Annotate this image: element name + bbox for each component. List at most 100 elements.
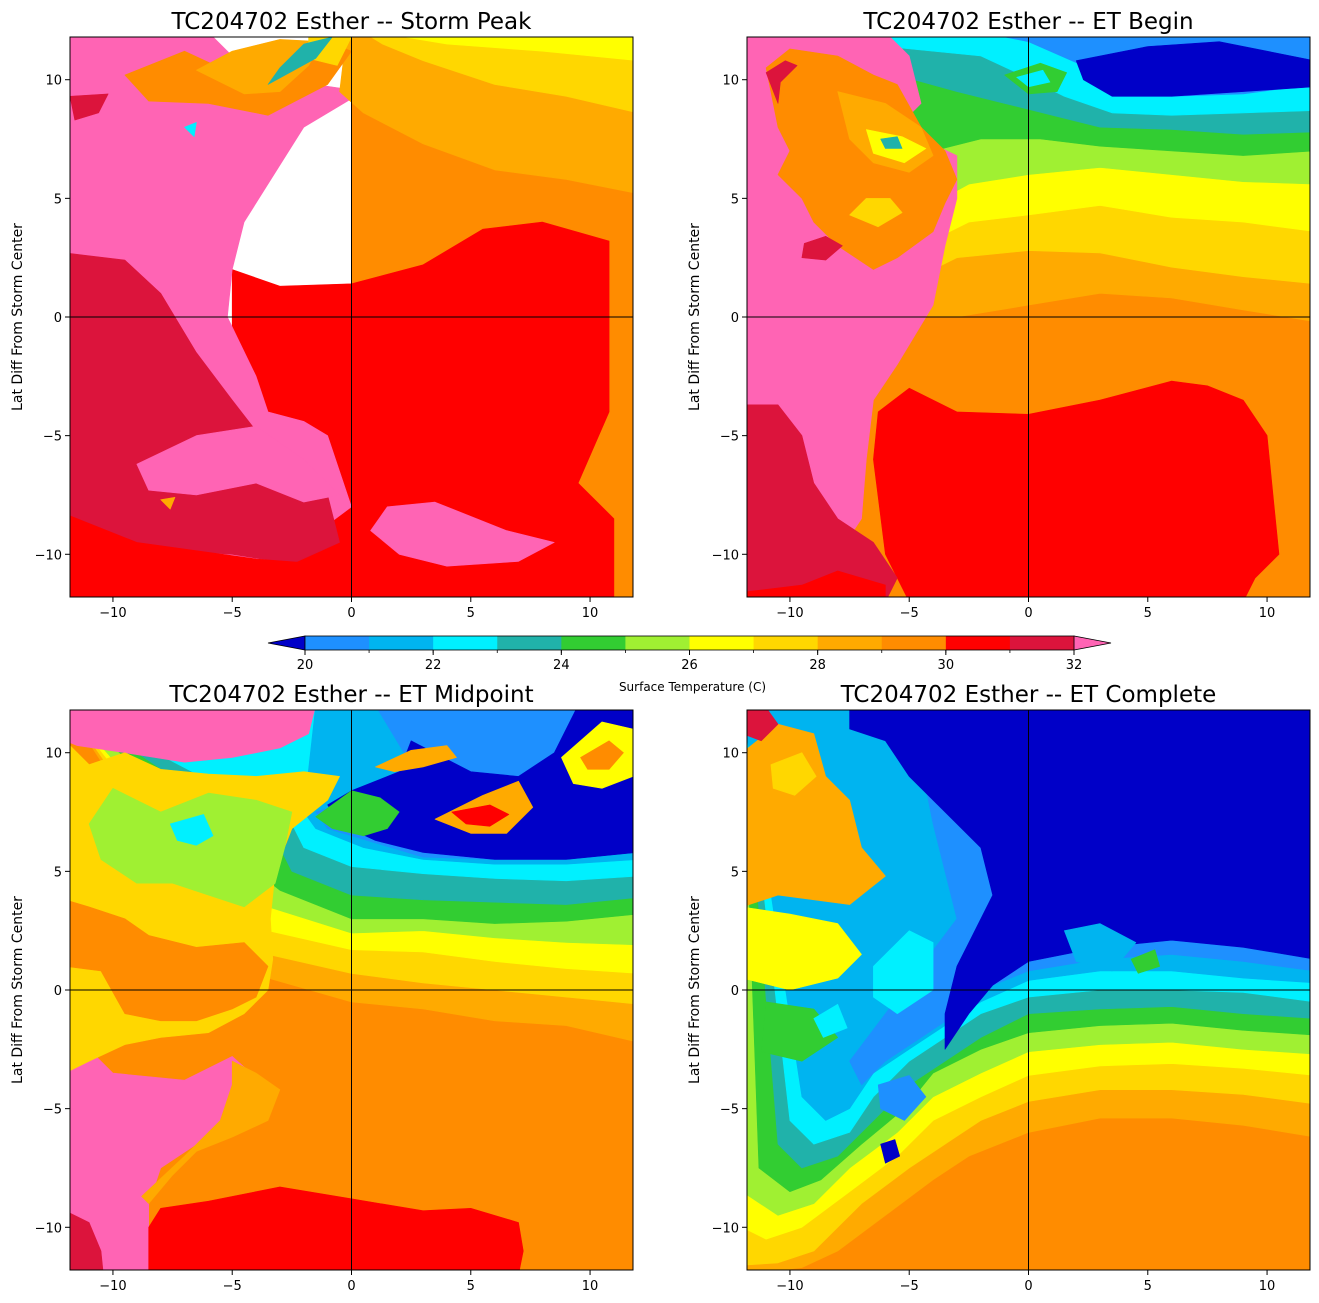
contour-region (747, 404, 898, 597)
colorbar-segment (753, 636, 819, 650)
contour-region (370, 501, 555, 567)
y-tick-label: 0 (54, 311, 62, 326)
x-tick-label: −5 (900, 606, 919, 621)
colorbar-segment (945, 636, 1011, 650)
contour-region (765, 48, 958, 270)
y-tick-label: −5 (720, 430, 739, 445)
x-tick-label: 5 (467, 1279, 475, 1294)
colorbar-segment (369, 636, 434, 650)
colorbar-tick-label: 26 (681, 658, 698, 673)
panel-title: TC204702 Esther -- ET Complete (840, 682, 1217, 708)
y-axis-label: Lat Diff From Storm Center (687, 223, 703, 411)
contour-region (315, 790, 400, 837)
y-tick-label: 5 (731, 192, 739, 207)
colorbar-over-arrow (1073, 635, 1112, 651)
contour-region (1016, 69, 1051, 88)
contour-region (169, 814, 214, 846)
x-tick-label: 5 (467, 606, 475, 621)
contour-region (327, 710, 633, 860)
contour-region (1075, 41, 1310, 97)
y-tick-label: −10 (712, 548, 739, 563)
x-tick-label: −5 (900, 1279, 919, 1294)
contour-region (267, 37, 333, 85)
colorbar-tick-label: 30 (938, 658, 955, 673)
colorbar-tick-label: 28 (809, 658, 826, 673)
contour-region (880, 136, 903, 149)
y-tick-label: −10 (35, 1221, 62, 1236)
contour-region (770, 752, 817, 796)
contour-region (801, 236, 843, 261)
contour-region (148, 1186, 524, 1270)
panel-title: TC204702 Esther -- Storm Peak (171, 9, 533, 35)
contour-region (877, 1075, 927, 1121)
colorbar-segment (625, 636, 690, 650)
y-tick-label: 5 (54, 865, 62, 880)
colorbar-segment (305, 636, 370, 650)
contour-region (141, 1060, 281, 1204)
contour-region (70, 900, 269, 1022)
y-axis-label: Lat Diff From Storm Center (687, 896, 703, 1084)
contour-region (160, 496, 176, 510)
y-tick-label: −5 (43, 430, 62, 445)
contour-region (136, 425, 340, 503)
contour-region (747, 570, 886, 597)
x-tick-label: 0 (347, 606, 355, 621)
colorbar: 20 22 24 26 28 30 32 Surface Temperature (C) (267, 635, 1112, 694)
contour-region (880, 1139, 901, 1164)
y-tick-label: 0 (54, 984, 62, 999)
x-tick-label: 10 (1259, 606, 1276, 621)
contour-region (402, 37, 633, 61)
contour-region (765, 60, 798, 104)
x-tick-label: −10 (776, 606, 803, 621)
x-tick-label: −5 (223, 606, 242, 621)
contour-region (1130, 949, 1160, 974)
contour-region (747, 907, 862, 991)
y-tick-label: −10 (35, 548, 62, 563)
colorbar-segment (881, 636, 947, 650)
x-tick-label: 10 (1259, 1279, 1276, 1294)
y-tick-label: 10 (45, 74, 62, 89)
y-tick-label: 5 (731, 865, 739, 880)
colorbar-segment (689, 636, 755, 650)
y-tick-label: 0 (731, 311, 739, 326)
x-tick-label: 0 (1024, 606, 1032, 621)
panel-2-field (747, 37, 1310, 597)
contour-region (375, 745, 457, 773)
x-tick-label: −10 (99, 1279, 126, 1294)
x-tick-label: 0 (1024, 1279, 1032, 1294)
colorbar-tick-label: 22 (425, 658, 442, 673)
contour-region (849, 198, 903, 228)
colorbar-segment (1009, 636, 1075, 650)
x-tick-label: 5 (1144, 1279, 1152, 1294)
colorbar-tick-label: 20 (297, 658, 314, 673)
contour-region (70, 710, 315, 763)
contour-region (88, 787, 293, 908)
colorbar-segment (497, 636, 562, 650)
y-tick-label: 0 (731, 984, 739, 999)
colorbar-segment (561, 636, 626, 650)
contour-region (451, 804, 510, 827)
x-tick-label: 5 (1144, 606, 1152, 621)
colorbar-tick-label: 24 (553, 658, 570, 673)
contour-region (580, 740, 624, 770)
y-tick-label: 10 (45, 747, 62, 762)
contour-region (184, 122, 197, 137)
y-tick-label: −5 (43, 1103, 62, 1118)
panel-title: TC204702 Esther -- ET Begin (862, 9, 1193, 35)
colorbar-under-arrow (267, 635, 306, 651)
x-tick-label: −5 (223, 1279, 242, 1294)
x-tick-label: 0 (347, 1279, 355, 1294)
colorbar-tick-label: 32 (1066, 658, 1083, 673)
colorbar-segment (817, 636, 883, 650)
contour-region (70, 1212, 104, 1270)
x-tick-label: −10 (99, 606, 126, 621)
colorbar-label: Surface Temperature (C) (619, 680, 766, 694)
contour-region (849, 710, 1310, 1050)
y-tick-label: −5 (720, 1103, 739, 1118)
contour-region (70, 93, 109, 121)
x-tick-label: −10 (776, 1279, 803, 1294)
x-tick-label: 10 (582, 606, 599, 621)
panel-title: TC204702 Esther -- ET Midpoint (168, 682, 533, 708)
contour-region (747, 710, 779, 742)
